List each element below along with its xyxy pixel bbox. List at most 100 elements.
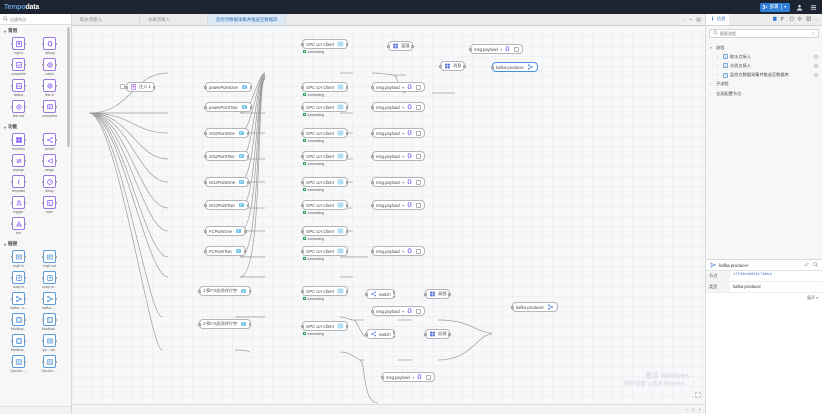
canvas-node-dbg5[interactable]: msg.payload ➔ <box>371 177 425 187</box>
palette-node-chip[interactable] <box>42 100 57 113</box>
node-input-port[interactable] <box>371 310 374 313</box>
debug-toggle-button[interactable] <box>415 179 421 185</box>
canvas-node-kp1[interactable]: kafka-producer <box>491 62 538 72</box>
debug-toggle-button[interactable] <box>415 104 421 110</box>
node-input-port[interactable] <box>301 250 304 253</box>
node-input-port[interactable] <box>301 290 304 293</box>
node-output-port-2[interactable] <box>392 335 396 339</box>
node-input-port[interactable] <box>125 86 128 89</box>
node-output-port[interactable] <box>345 155 349 158</box>
palette-node-chip[interactable] <box>42 292 57 305</box>
node-output-port[interactable] <box>249 106 253 109</box>
tree-item-2[interactable]: › 监控点数据采集并推送至数据库 <box>710 71 818 80</box>
palette-node-delay[interactable]: delay <box>36 175 63 193</box>
canvas-node-so2[interactable]: SO2PointTwo <box>204 151 250 161</box>
node-input-port[interactable] <box>371 181 374 184</box>
palette-node-chip[interactable] <box>42 79 57 92</box>
node-output-port-1[interactable] <box>392 291 396 294</box>
palette-node-chip[interactable] <box>11 175 26 188</box>
palette-node-chip[interactable] <box>11 334 26 347</box>
node-output-port[interactable] <box>345 230 349 233</box>
node-output-port[interactable] <box>345 106 349 109</box>
palette-node-catch[interactable]: catch <box>36 58 63 76</box>
palette-node-chip[interactable] <box>11 271 26 284</box>
palette-node-kafka-c-[interactable]: kafka - c... <box>5 292 32 310</box>
palette-node-switch[interactable]: switch <box>36 133 63 151</box>
canvas-node-sw2[interactable]: switch <box>365 329 396 339</box>
palette-node-modbus-[interactable]: Modbus... <box>5 334 32 352</box>
palette-node-chip[interactable] <box>11 79 26 92</box>
canvas-node-kp2[interactable]: kafka-producer <box>511 302 558 312</box>
node-output-port[interactable] <box>246 155 250 158</box>
node-input-port[interactable] <box>204 132 207 135</box>
palette-node-chip[interactable] <box>42 355 57 368</box>
palette-node-modbus-[interactable]: Modbus... <box>5 313 32 331</box>
node-output-port-2[interactable] <box>392 295 396 299</box>
palette-node-chip[interactable] <box>11 58 26 71</box>
canvas-node-fc2[interactable]: FCPointTwo <box>204 246 247 256</box>
node-input-port[interactable] <box>301 43 304 46</box>
tab-list-icon[interactable]: ▤ <box>696 16 701 23</box>
node-input-port[interactable] <box>387 45 390 48</box>
palette-node-opcua-[interactable]: OpcUa -... <box>5 355 32 373</box>
canvas-node-dbg6[interactable]: msg.payload ➔ <box>371 200 425 210</box>
palette-node-complete[interactable]: complete <box>5 58 32 76</box>
palette-node-chip[interactable] <box>42 196 57 209</box>
node-output-port[interactable] <box>463 65 466 68</box>
node-input-port[interactable] <box>301 132 304 135</box>
canvas-node-pp2[interactable]: powerPointTwo <box>204 102 253 112</box>
node-output-port[interactable] <box>248 290 252 293</box>
palette-node-exec[interactable]: exec <box>36 196 63 214</box>
palette-node-link-out[interactable]: link out <box>5 100 32 118</box>
node-input-port[interactable] <box>511 306 514 309</box>
node-input-port[interactable] <box>204 250 207 253</box>
tab-prev-icon[interactable]: ‹ <box>683 16 686 23</box>
node-input-port[interactable] <box>424 293 427 296</box>
palette-node-kafka-[interactable]: kafka - ... <box>36 292 63 310</box>
palette-node-change[interactable]: change <box>5 154 32 172</box>
menu-icon[interactable] <box>809 3 818 12</box>
canvas-node-ua11[interactable]: OPC UA Client <box>301 321 349 331</box>
zoom-fit-icon[interactable]: □ <box>692 407 695 412</box>
palette-node-chip[interactable] <box>11 196 26 209</box>
canvas-node-ua3[interactable]: OPC UA Client <box>301 102 349 112</box>
node-input-port[interactable] <box>491 66 494 69</box>
zoom-out-icon[interactable]: − <box>685 407 689 412</box>
flow-enabled-toggle[interactable] <box>814 73 818 78</box>
node-input-port[interactable] <box>371 155 374 158</box>
debug-toggle-button[interactable] <box>415 308 421 314</box>
palette-node-chip[interactable] <box>11 133 26 146</box>
canvas-node-dbg1[interactable]: msg.payload ➔ <box>371 82 425 92</box>
node-input-port[interactable] <box>301 86 304 89</box>
canvas-node-ua7[interactable]: OPC UA Client <box>301 200 349 210</box>
node-input-port[interactable] <box>204 204 207 207</box>
node-input-port[interactable] <box>371 132 374 135</box>
palette-node-chip[interactable] <box>11 355 26 368</box>
canvas-node-cn1[interactable]: 1号2*3监测点打包 <box>198 286 252 296</box>
palette-node-chip[interactable] <box>42 250 57 263</box>
palette-node-rbe[interactable]: rbe <box>5 217 32 235</box>
node-output-port[interactable] <box>345 204 349 207</box>
palette-node-function[interactable]: function <box>5 133 32 151</box>
node-output-port[interactable] <box>345 325 349 328</box>
node-input-port[interactable] <box>301 230 304 233</box>
canvas-node-dbg2[interactable]: msg.payload ➔ <box>371 102 425 112</box>
node-output-port[interactable] <box>448 293 451 296</box>
palette-manager-icon[interactable] <box>806 16 812 24</box>
palette-node-chip[interactable] <box>42 133 57 146</box>
palette-node-mqtt-in[interactable]: mqtt in <box>5 250 32 268</box>
node-checkbox[interactable] <box>120 83 125 89</box>
tree-item-1[interactable]: › 水质点接入 <box>710 61 818 70</box>
settings-gear-icon[interactable] <box>797 16 803 24</box>
canvas-node-fn4[interactable]: 低频 <box>424 329 451 339</box>
canvas-node-sw1[interactable]: switch <box>365 289 396 299</box>
node-output-port-1[interactable] <box>392 331 396 334</box>
flow-canvas[interactable]: 注入 1 powerPointOne powerPointTwo SO2PointOn… <box>72 26 705 404</box>
palette-category-常用[interactable]: ▾ 常用 <box>0 25 71 36</box>
deploy-chevron-down-icon[interactable]: ▼ <box>783 5 787 9</box>
node-input-port[interactable] <box>371 204 374 207</box>
node-output-port[interactable] <box>411 45 414 48</box>
node-input-port[interactable] <box>381 376 384 379</box>
node-input-port[interactable] <box>204 230 207 233</box>
palette-node-status[interactable]: status <box>5 79 32 97</box>
